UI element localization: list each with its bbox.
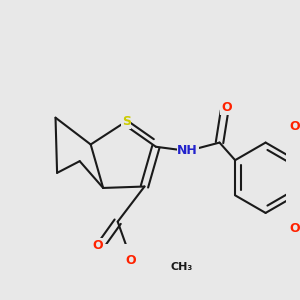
Text: S: S xyxy=(122,116,131,128)
Text: O: O xyxy=(92,238,103,252)
Text: O: O xyxy=(290,222,300,235)
Text: O: O xyxy=(125,254,136,267)
Text: O: O xyxy=(290,121,300,134)
Text: O: O xyxy=(221,101,232,114)
Text: CH₃: CH₃ xyxy=(170,262,193,272)
Text: NH: NH xyxy=(177,145,198,158)
